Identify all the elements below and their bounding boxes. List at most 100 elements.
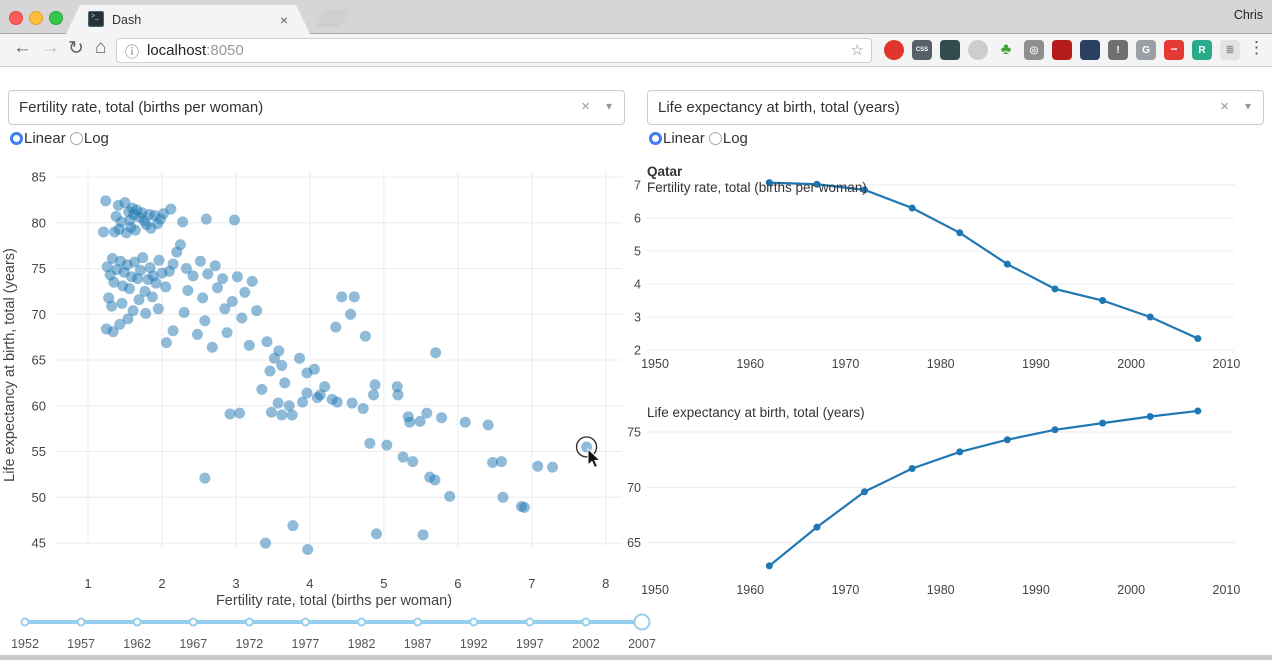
line-marker[interactable] (765, 562, 773, 570)
scatter-point[interactable] (137, 252, 149, 264)
scatter-point[interactable] (348, 291, 360, 303)
home-icon[interactable]: ⌂ (95, 37, 107, 58)
scatter-point[interactable] (330, 321, 342, 333)
scatter-point[interactable] (129, 224, 141, 236)
scatter-point[interactable] (182, 285, 194, 297)
url-text[interactable]: localhost:8050 (147, 42, 244, 59)
y-scale-log-option[interactable]: Log (708, 130, 748, 147)
line-marker[interactable] (813, 180, 821, 188)
g-square-icon[interactable]: G (1136, 40, 1156, 60)
line-marker[interactable] (956, 448, 964, 456)
scatter-point[interactable] (482, 419, 494, 431)
scatter-point[interactable] (301, 387, 313, 399)
scatter-point[interactable] (243, 339, 255, 351)
gray-badge-icon[interactable]: ≣ (1220, 40, 1240, 60)
scatter-point[interactable] (153, 254, 165, 266)
x-scale-linear-option[interactable]: Linear (10, 130, 66, 147)
line-marker[interactable] (908, 465, 916, 473)
scatter-point[interactable] (421, 407, 433, 419)
scatter-point[interactable] (368, 389, 380, 401)
scatter-point[interactable] (256, 383, 268, 395)
scatter-point[interactable] (265, 406, 277, 418)
scatter-point[interactable] (287, 520, 299, 532)
briefcase-icon[interactable] (1080, 40, 1100, 60)
profile-name[interactable]: Chris (1233, 8, 1263, 22)
scatter-point[interactable] (106, 300, 118, 312)
scatter-point[interactable] (177, 216, 189, 228)
scatter-point[interactable] (127, 305, 139, 317)
evernote-icon[interactable] (940, 40, 960, 60)
scatter-point[interactable] (283, 400, 295, 412)
scatter-point[interactable] (272, 397, 284, 409)
scatter-point[interactable] (202, 268, 214, 280)
line-marker[interactable] (1194, 407, 1202, 415)
scatter-point[interactable] (219, 303, 231, 315)
slider-handle[interactable] (633, 613, 651, 631)
slider-dot[interactable] (300, 617, 310, 627)
scatter-point[interactable] (167, 325, 179, 337)
scatter-point[interactable] (180, 263, 192, 275)
scatter-point[interactable] (116, 297, 128, 309)
scatter-point[interactable] (414, 415, 426, 427)
line-marker[interactable] (1003, 260, 1011, 268)
scatter-point[interactable] (359, 330, 371, 342)
line-marker[interactable] (765, 179, 773, 187)
line-marker[interactable] (908, 204, 916, 212)
life-expectancy-time-series-chart[interactable]: 65 70 75 1950 1960 1970 1980 1990 2000 2010 Life e… (620, 395, 1272, 610)
scatter-point[interactable] (221, 327, 233, 339)
camera-icon[interactable]: ◎ (1024, 40, 1044, 60)
scatter-point[interactable] (279, 377, 291, 389)
scatter-point[interactable] (226, 295, 238, 307)
close-window-button[interactable] (9, 11, 23, 25)
scatter-point[interactable] (152, 303, 164, 315)
line-marker[interactable] (861, 488, 869, 496)
scatter-point[interactable] (346, 397, 358, 409)
scatter-point[interactable] (518, 501, 530, 513)
scatter-point[interactable] (187, 270, 199, 282)
line-marker[interactable] (1099, 419, 1107, 427)
scatter-point[interactable] (133, 294, 145, 306)
scatter-point[interactable] (197, 292, 209, 304)
scatter-point[interactable] (211, 282, 223, 294)
scatter-point[interactable] (364, 437, 376, 449)
scatter-point[interactable] (194, 255, 206, 267)
scatter-point[interactable] (436, 412, 448, 424)
scatter-point[interactable] (231, 271, 243, 283)
scatter-point[interactable] (239, 286, 251, 298)
scatter-point[interactable] (391, 381, 403, 393)
line-marker[interactable] (813, 523, 821, 531)
refresh-icon[interactable]: ↻ (68, 38, 84, 59)
scatter-point[interactable] (547, 461, 559, 473)
scatter-point[interactable] (150, 277, 162, 289)
scatter-point[interactable] (336, 291, 348, 303)
scatter-point[interactable] (174, 239, 186, 251)
scatter-point[interactable] (129, 256, 141, 268)
browser-menu-icon[interactable]: ⋮ (1248, 38, 1265, 57)
slider-dot[interactable] (469, 617, 479, 627)
scatter-point[interactable] (206, 341, 218, 353)
scatter-point[interactable] (397, 451, 409, 463)
scatter-point[interactable] (200, 213, 212, 225)
scatter-point[interactable] (370, 528, 382, 540)
site-info-icon[interactable]: ⓘ (125, 44, 139, 60)
scatter-point[interactable] (286, 409, 298, 421)
tab-close-icon[interactable]: × (279, 12, 288, 28)
scatter-point[interactable] (165, 203, 177, 215)
scatter-point[interactable] (407, 456, 419, 468)
scatter-point[interactable] (123, 283, 135, 295)
scatter-point[interactable] (381, 439, 393, 451)
scatter-point[interactable] (417, 529, 429, 541)
y-dropdown-caret-icon[interactable]: ▾ (1244, 99, 1251, 113)
scatter-point[interactable] (308, 363, 320, 375)
year-slider[interactable]: 1952 1957 1962 1967 1972 1977 1982 1987 1992 1997… (0, 612, 680, 656)
radio-selected-icon[interactable] (649, 132, 662, 145)
maximize-window-button[interactable] (49, 11, 63, 25)
browser-tab[interactable]: >_ Dash × (66, 5, 310, 34)
scatter-point[interactable] (261, 336, 273, 348)
scatter-point[interactable] (98, 226, 110, 238)
scatter-point[interactable] (314, 389, 326, 401)
x-scale-log-option[interactable]: Log (69, 130, 109, 147)
scatter-point[interactable] (532, 460, 544, 472)
scatter-point[interactable] (191, 328, 203, 340)
x-dropdown-clear-icon[interactable]: × (581, 98, 590, 115)
